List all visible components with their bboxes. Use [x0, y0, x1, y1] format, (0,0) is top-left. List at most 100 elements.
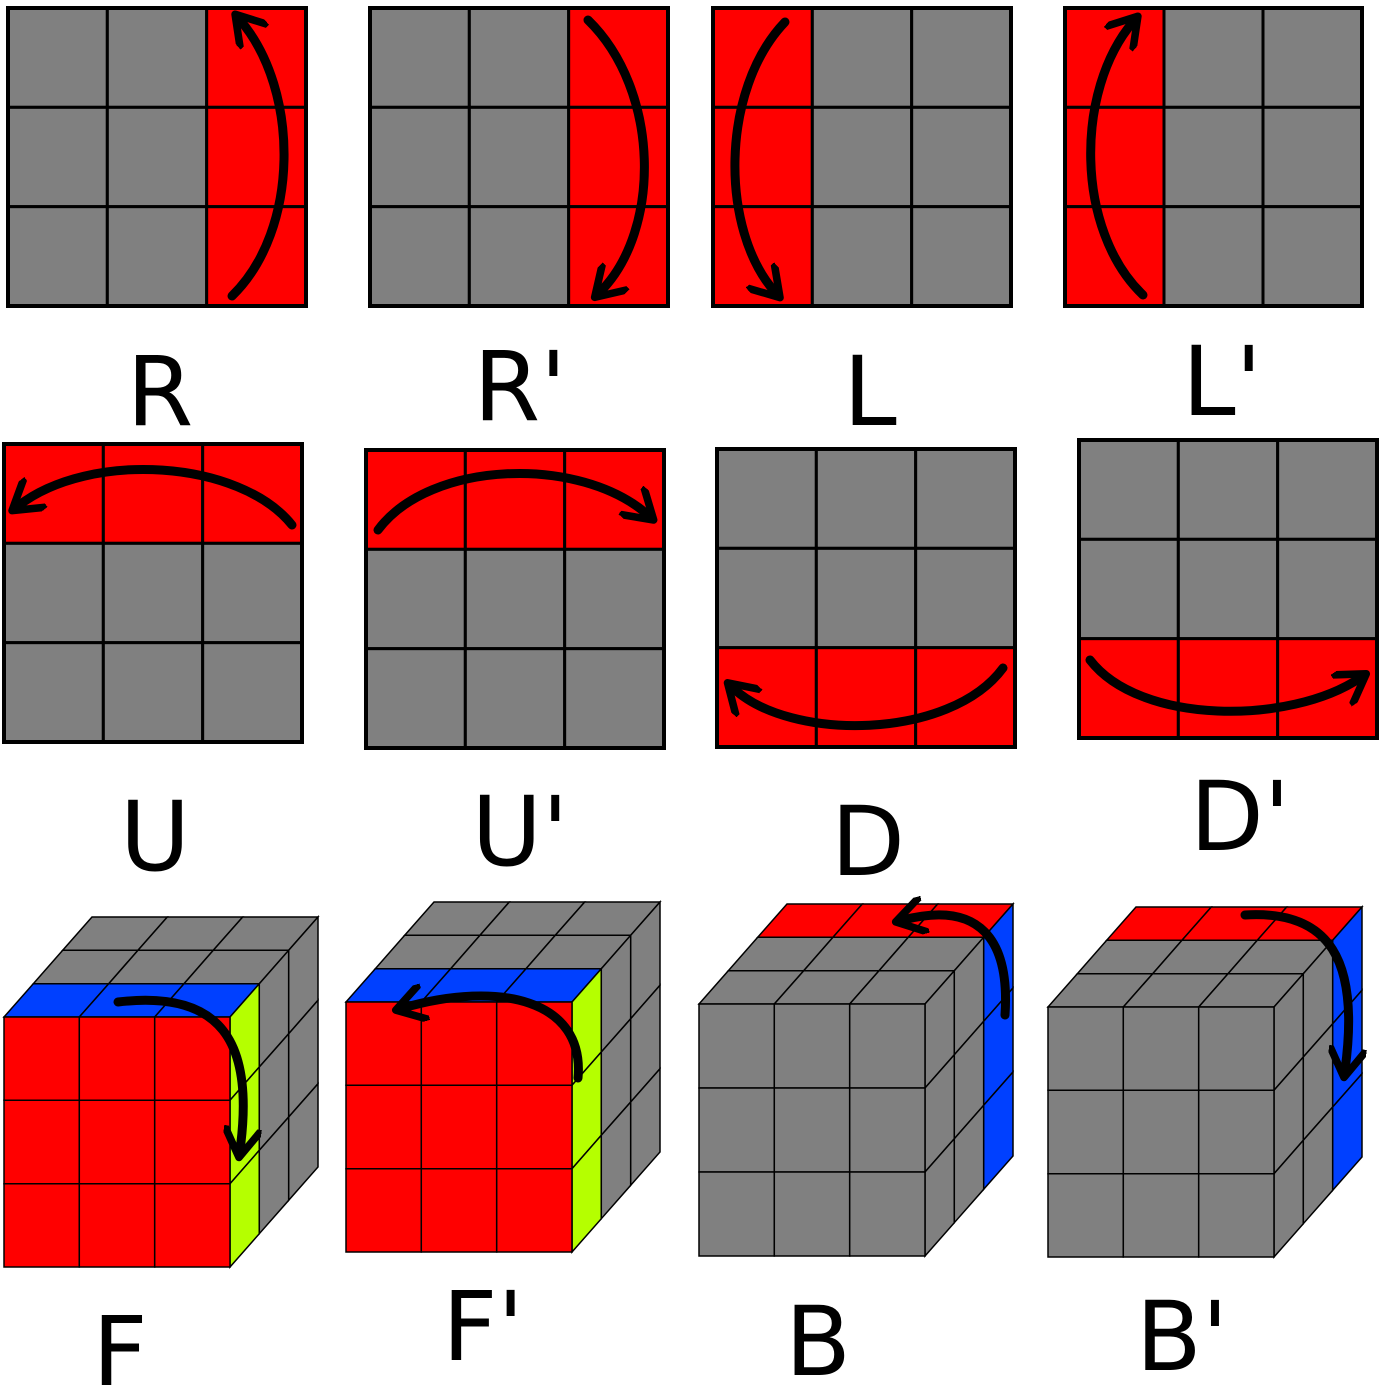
- right-sticker: [629, 1066, 661, 1188]
- sticker: [6, 6, 109, 109]
- move-L: L: [711, 6, 1013, 448]
- sticker-highlighted: [711, 205, 814, 308]
- sticker: [810, 105, 914, 209]
- move-label: R: [127, 336, 194, 448]
- cube: [344, 900, 662, 1254]
- sticker-highlighted: [2, 442, 105, 545]
- face-border: [2, 442, 304, 744]
- face-border: [1063, 6, 1364, 308]
- face-border: [715, 447, 1017, 749]
- move-label: L: [843, 336, 896, 448]
- sticker: [810, 205, 914, 308]
- front-sticker: [345, 1001, 423, 1087]
- front-sticker: [3, 1016, 81, 1102]
- arrow-down-icon: [583, 15, 649, 292]
- sticker: [463, 547, 567, 651]
- sticker-highlighted: [101, 442, 205, 545]
- sticker: [910, 6, 1013, 109]
- front-sticker: [78, 1016, 156, 1102]
- sticker-highlighted: [205, 105, 308, 209]
- move-F-prime: F': [344, 900, 662, 1383]
- arrow-right-icon: [373, 468, 648, 535]
- sticker: [914, 546, 1017, 650]
- sticker: [910, 205, 1013, 308]
- face-grid: [1063, 6, 1364, 308]
- face-border: [6, 6, 308, 308]
- move-B: B: [697, 904, 1015, 1398]
- move-L-prime: L': [1063, 6, 1364, 438]
- sticker: [715, 447, 818, 550]
- front-sticker: [848, 1087, 926, 1173]
- move-U: U: [2, 442, 304, 893]
- face-border: [368, 6, 670, 308]
- sticker: [814, 447, 918, 550]
- sticker: [364, 647, 467, 750]
- sticker-highlighted: [1276, 637, 1379, 740]
- sticker: [814, 546, 918, 650]
- sticker: [2, 541, 105, 645]
- front-sticker: [1122, 1006, 1200, 1092]
- face-grid: [368, 6, 670, 308]
- sticker: [364, 547, 467, 651]
- sticker: [105, 205, 209, 308]
- sticker: [910, 105, 1013, 209]
- front-sticker: [1047, 1172, 1125, 1258]
- sticker-highlighted: [567, 205, 670, 308]
- sticker: [368, 105, 471, 209]
- sticker: [810, 6, 914, 109]
- arrow-clockwise-icon: [113, 995, 243, 1150]
- sticker-highlighted: [715, 646, 818, 749]
- move-label: B': [1136, 1281, 1228, 1393]
- front-sticker: [495, 1084, 573, 1170]
- front-sticker: [773, 1087, 851, 1173]
- front-sticker: [3, 1099, 81, 1185]
- front-sticker: [698, 1171, 776, 1257]
- front-sticker: [698, 1003, 776, 1089]
- sticker-highlighted: [205, 6, 308, 109]
- front-sticker: [420, 1084, 498, 1170]
- arrow-counterclockwise-icon: [403, 996, 583, 1083]
- sticker-highlighted: [1063, 105, 1166, 209]
- move-label: U: [120, 781, 190, 893]
- cube: [1046, 905, 1364, 1259]
- sticker: [467, 105, 571, 209]
- arrow-left-icon: [733, 663, 1008, 731]
- sticker: [1261, 6, 1364, 109]
- sticker: [914, 447, 1017, 550]
- front-sticker: [78, 1099, 156, 1185]
- sticker: [715, 546, 818, 650]
- front-sticker: [3, 1182, 81, 1268]
- sticker: [6, 205, 109, 308]
- face-grid: [364, 448, 666, 750]
- move-F: F: [2, 915, 320, 1400]
- move-R: R: [6, 6, 308, 448]
- front-sticker: [1047, 1089, 1125, 1175]
- front-sticker: [773, 1171, 851, 1257]
- sticker-highlighted: [567, 105, 670, 209]
- front-sticker: [495, 1167, 573, 1253]
- sticker: [563, 547, 666, 651]
- sticker: [368, 205, 471, 308]
- sticker: [1176, 438, 1280, 541]
- sticker-highlighted: [463, 448, 567, 551]
- right-sticker: [1331, 1071, 1363, 1193]
- arrow-down-icon: [730, 17, 790, 292]
- sticker-highlighted: [563, 448, 666, 551]
- front-sticker: [420, 1001, 498, 1087]
- sticker: [201, 541, 304, 645]
- sticker: [1077, 537, 1180, 641]
- sticker: [467, 6, 571, 109]
- front-sticker: [153, 1099, 231, 1185]
- front-sticker: [420, 1167, 498, 1253]
- front-sticker: [1122, 1172, 1200, 1258]
- sticker: [201, 641, 304, 744]
- move-label: U': [472, 776, 569, 888]
- sticker: [1176, 537, 1280, 641]
- front-sticker: [1197, 1006, 1275, 1092]
- front-sticker: [345, 1084, 423, 1170]
- move-U-prime: U': [364, 448, 666, 888]
- arrow-clockwise-icon: [1240, 910, 1349, 1070]
- sticker: [1077, 438, 1180, 541]
- sticker: [2, 641, 105, 744]
- sticker: [1162, 6, 1265, 109]
